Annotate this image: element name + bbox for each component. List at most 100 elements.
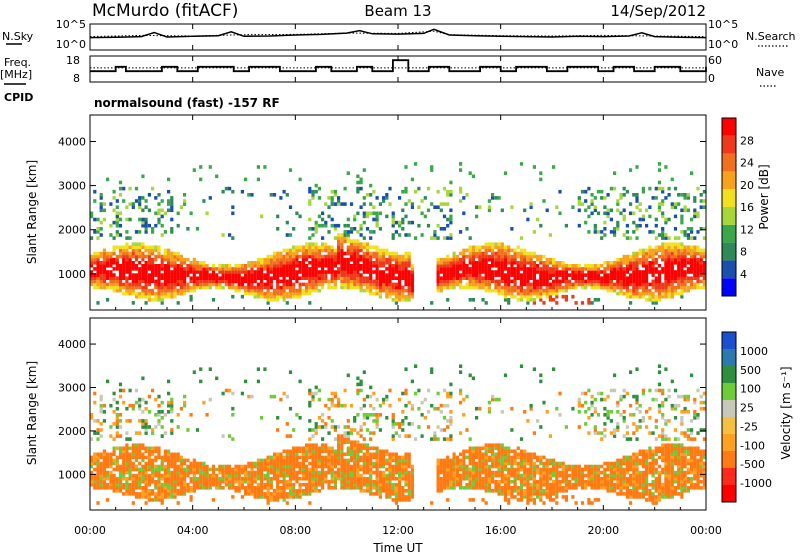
velocity-cell — [362, 443, 366, 447]
velocity-cell — [183, 489, 187, 493]
velocity-cell — [144, 489, 148, 493]
power-cell — [202, 285, 206, 290]
velocity-cell — [90, 416, 94, 420]
velocity-cell — [500, 455, 504, 460]
power-cell — [269, 257, 273, 262]
velocity-cell — [112, 479, 116, 484]
power-cell — [446, 285, 450, 290]
power-cell — [388, 202, 392, 206]
power-cell — [106, 270, 110, 274]
power-cell — [295, 276, 299, 280]
power-cell — [475, 270, 479, 274]
velocity-cell — [497, 492, 501, 496]
velocity-cell — [353, 473, 357, 478]
velocity-cell — [401, 476, 405, 481]
power-cell — [449, 220, 453, 225]
power-cell — [256, 294, 260, 299]
power-cell — [532, 288, 536, 293]
power-cell — [564, 279, 568, 284]
power-cell — [513, 273, 517, 277]
power-cell — [609, 261, 613, 265]
velocity-cell — [417, 425, 421, 429]
velocity-cell — [295, 461, 299, 466]
power-cell — [478, 205, 482, 209]
power-cell — [654, 186, 658, 191]
power-cell — [365, 261, 370, 265]
power-cell — [337, 233, 341, 237]
velocity-cell — [167, 482, 171, 487]
velocity-cell — [144, 492, 148, 496]
power-cell — [276, 251, 280, 256]
velocity-cell — [343, 388, 347, 393]
velocity-cell — [160, 473, 164, 478]
velocity-cell — [462, 464, 466, 469]
velocity-cell — [279, 473, 283, 478]
velocity-cell — [442, 473, 447, 478]
velocity-cell — [301, 452, 305, 457]
power-cell — [256, 291, 260, 296]
power-cell — [468, 257, 472, 262]
velocity-cell — [398, 461, 402, 466]
power-cell — [154, 267, 158, 271]
velocity-cell — [330, 419, 334, 423]
velocity-cell — [288, 479, 293, 484]
power-cell — [324, 273, 328, 277]
power-cell — [183, 285, 187, 290]
power-cell — [228, 273, 232, 277]
power-cell — [516, 298, 520, 302]
power-cell — [625, 223, 629, 228]
velocity-cell — [436, 470, 440, 475]
velocity-cell — [128, 455, 132, 460]
power-cell — [382, 285, 386, 290]
power-cell — [625, 279, 629, 284]
power-cell — [661, 214, 665, 219]
power-cell — [375, 279, 379, 284]
power-cell — [548, 288, 552, 293]
power-cell — [337, 270, 341, 274]
velocity-cell — [282, 486, 286, 490]
power-cell — [308, 285, 312, 290]
power-cell — [247, 193, 251, 197]
velocity-cell — [519, 458, 524, 463]
power-cell — [574, 279, 578, 284]
power-cell — [459, 261, 463, 265]
velocity-cell — [195, 476, 200, 481]
velocity-cell — [475, 482, 479, 487]
power-cell — [616, 270, 620, 274]
velocity-cell — [128, 482, 132, 487]
power-cell — [288, 233, 293, 237]
velocity-cell — [475, 464, 479, 469]
power-cell — [288, 254, 293, 259]
power-cell — [160, 264, 164, 268]
power-cell — [616, 276, 620, 280]
velocity-cell — [359, 458, 363, 463]
power-cell — [407, 261, 411, 265]
power-cell — [568, 285, 572, 290]
velocity-cell — [369, 458, 373, 463]
velocity-cell — [471, 464, 475, 469]
power-cell — [292, 288, 296, 293]
power-cell — [526, 257, 530, 262]
power-cell — [657, 202, 662, 206]
velocity-cell — [285, 464, 289, 469]
velocity-cell — [147, 467, 151, 472]
power-cell — [664, 242, 668, 246]
power-cell — [359, 279, 363, 284]
power-cell — [471, 254, 475, 259]
power-cell — [542, 276, 546, 280]
velocity-cell — [503, 449, 508, 454]
power-cell — [282, 298, 286, 302]
power-cell — [356, 239, 360, 243]
power-cell — [250, 285, 254, 290]
power-cell — [311, 264, 315, 268]
power-cell — [391, 288, 395, 293]
power-cell — [603, 282, 607, 287]
velocity-cell — [449, 476, 453, 481]
velocity-cell — [199, 467, 203, 472]
power-cell — [151, 276, 155, 280]
power-cell — [215, 267, 219, 271]
velocity-cell — [231, 473, 235, 478]
power-cell — [118, 245, 123, 250]
power-cell — [151, 298, 155, 302]
velocity-cell — [481, 464, 485, 469]
